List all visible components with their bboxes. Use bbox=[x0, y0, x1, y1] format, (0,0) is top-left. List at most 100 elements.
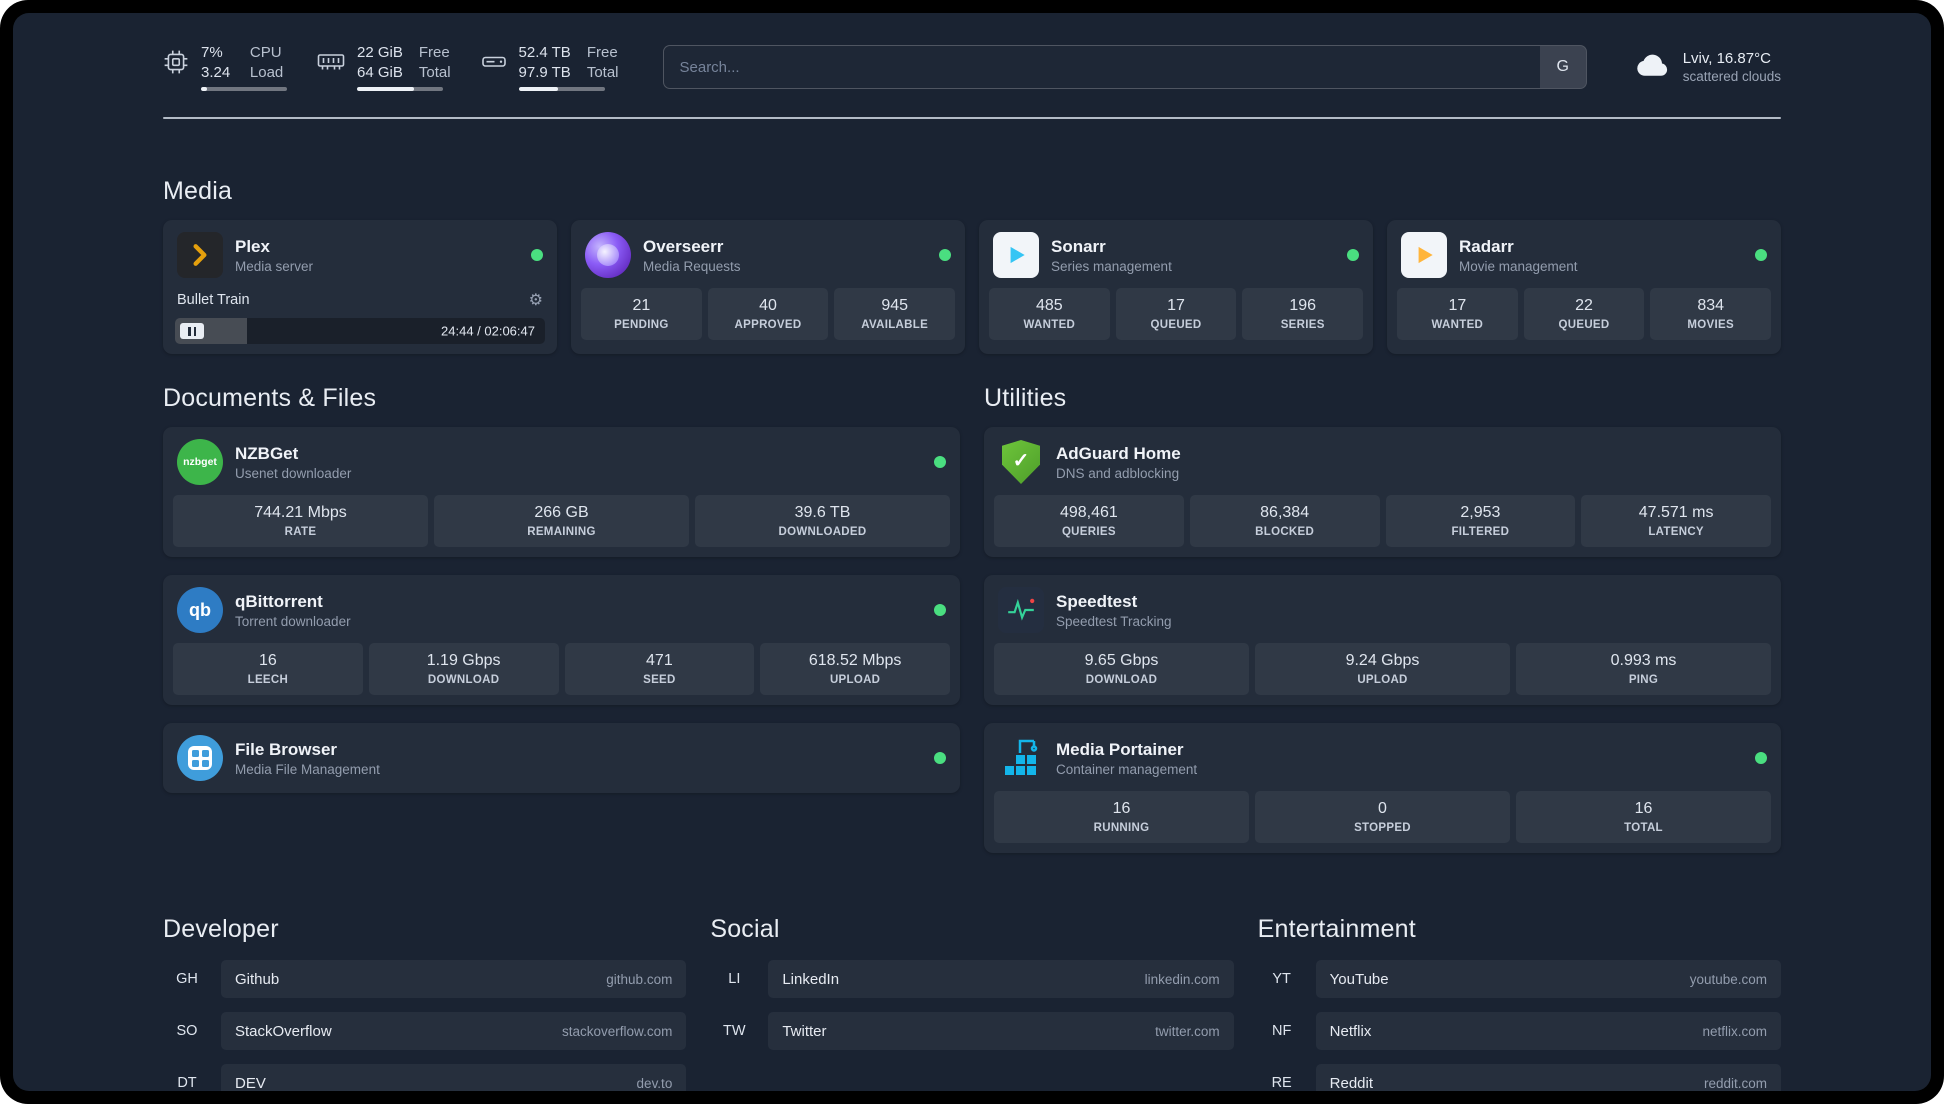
disk-free-label: Free bbox=[586, 44, 618, 61]
stat-wanted: 17 WANTED bbox=[1397, 288, 1518, 340]
bookmark-netflix[interactable]: NF Netflix netflix.com bbox=[1258, 1012, 1781, 1050]
memory-icon bbox=[317, 49, 345, 73]
service-card-nzbget[interactable]: nzbget NZBGet Usenet downloader 744.21 M… bbox=[163, 427, 960, 557]
memory-free-value: 22 GiB bbox=[357, 44, 403, 61]
pause-button[interactable] bbox=[180, 323, 204, 339]
stat-approved: 40 APPROVED bbox=[707, 288, 829, 340]
stat-leech: 16 LEECH bbox=[173, 643, 363, 695]
status-dot bbox=[1755, 249, 1767, 261]
playback-time: 24:44 / 02:06:47 bbox=[441, 323, 535, 339]
bookmark-abbr: LI bbox=[728, 971, 741, 987]
memory-total-value: 64 GiB bbox=[357, 63, 403, 81]
bookmark-name: Reddit bbox=[1329, 1074, 1374, 1092]
bookmark-url: reddit.com bbox=[1703, 1075, 1767, 1091]
service-card-filebrowser[interactable]: File Browser Media File Management bbox=[163, 723, 960, 793]
bookmark-name: Github bbox=[235, 970, 280, 988]
bookmark-linkedin[interactable]: LI LinkedIn linkedin.com bbox=[710, 960, 1234, 998]
service-card-qbittorrent[interactable]: qb qBittorrent Torrent downloader 16 LEE… bbox=[163, 575, 960, 705]
bookmark-dev[interactable]: DT DEV dev.to bbox=[163, 1064, 687, 1091]
section-title-social: Social bbox=[710, 915, 780, 943]
service-name: Media Portainer bbox=[1056, 739, 1184, 759]
bookmark-abbr: YT bbox=[1272, 971, 1291, 987]
plex-icon bbox=[177, 232, 223, 278]
stat-stopped: 0 STOPPED bbox=[1255, 791, 1510, 843]
bookmark-reddit[interactable]: RE Reddit reddit.com bbox=[1258, 1064, 1781, 1091]
bookmarks-entertainment: Entertainment YT YouTube youtube.com NF … bbox=[1258, 915, 1781, 1091]
stat-pending: 21 PENDING bbox=[581, 288, 702, 340]
stat-wanted: 485 WANTED bbox=[989, 288, 1110, 340]
status-dot bbox=[531, 249, 543, 261]
service-name: File Browser bbox=[235, 739, 338, 759]
gear-icon[interactable]: ⚙ bbox=[528, 292, 543, 309]
search-provider-button[interactable]: G bbox=[1539, 46, 1586, 88]
bookmark-twitter[interactable]: TW Twitter twitter.com bbox=[710, 1012, 1234, 1050]
bookmark-name: Twitter bbox=[782, 1022, 827, 1040]
bookmark-url: netflix.com bbox=[1702, 1023, 1767, 1039]
status-dot bbox=[934, 604, 946, 616]
bookmark-abbr: GH bbox=[176, 971, 198, 987]
bookmark-name: YouTube bbox=[1329, 970, 1389, 988]
bookmark-url: youtube.com bbox=[1689, 971, 1767, 987]
stat-download: 9.65 Gbps DOWNLOAD bbox=[994, 643, 1249, 695]
disk-progress-bar bbox=[518, 87, 605, 91]
bookmark-name: StackOverflow bbox=[235, 1022, 332, 1040]
section-title-utilities: Utilities bbox=[984, 384, 1067, 412]
weather-widget: Lviv, 16.87°C scattered clouds bbox=[1631, 50, 1781, 84]
bookmark-abbr: TW bbox=[723, 1023, 746, 1039]
search-input[interactable] bbox=[663, 46, 1540, 88]
cpu-load-label: Load bbox=[249, 63, 284, 81]
service-name: AdGuard Home bbox=[1056, 443, 1181, 463]
status-dot bbox=[1755, 752, 1767, 764]
bookmark-name: LinkedIn bbox=[782, 970, 840, 988]
memory-total-label: Total bbox=[418, 63, 451, 81]
stat-total: 16 TOTAL bbox=[1516, 791, 1771, 843]
bookmarks-developer: Developer GH Github github.com SO StackO… bbox=[163, 915, 687, 1091]
section-title-documents: Documents & Files bbox=[163, 384, 377, 412]
status-dot bbox=[939, 249, 951, 261]
cpu-usage-value: 7% bbox=[201, 44, 223, 61]
bookmark-stackoverflow[interactable]: SO StackOverflow stackoverflow.com bbox=[163, 1012, 687, 1050]
playback-progress-bar[interactable]: 24:44 / 02:06:47 bbox=[175, 318, 545, 344]
overseerr-icon bbox=[585, 232, 631, 278]
service-card-portainer[interactable]: Media Portainer Container management 16 … bbox=[984, 723, 1781, 853]
cpu-load-value: 3.24 bbox=[201, 63, 231, 81]
service-card-radarr[interactable]: Radarr Movie management 17 WANTED 2 bbox=[1387, 220, 1781, 354]
service-card-sonarr[interactable]: Sonarr Series management 485 WANTED bbox=[979, 220, 1373, 354]
service-card-adguard[interactable]: AdGuard Home DNS and adblocking 498,461 … bbox=[984, 427, 1781, 557]
sonarr-icon bbox=[993, 232, 1039, 278]
portainer-icon bbox=[998, 735, 1044, 781]
service-name: qBittorrent bbox=[235, 591, 323, 611]
service-subtitle: Media Requests bbox=[643, 258, 741, 274]
bookmark-youtube[interactable]: YT YouTube youtube.com bbox=[1258, 960, 1781, 998]
service-card-plex[interactable]: Plex Media server Bullet Train ⚙ bbox=[163, 220, 557, 354]
bookmark-url: linkedin.com bbox=[1144, 971, 1220, 987]
cloud-icon bbox=[1631, 51, 1671, 84]
stat-ping: 0.993 ms PING bbox=[1516, 643, 1771, 695]
disk-total-label: Total bbox=[586, 63, 619, 81]
service-subtitle: Container management bbox=[1056, 761, 1198, 777]
bookmarks-social: Social LI LinkedIn linkedin.com TW Twitt… bbox=[710, 915, 1234, 1091]
service-name: Sonarr bbox=[1051, 236, 1106, 256]
qbittorrent-icon: qb bbox=[177, 587, 223, 633]
disk-widget: 52.4 TB Free 97.9 TB Total bbox=[481, 43, 619, 91]
stat-upload: 618.52 Mbps UPLOAD bbox=[760, 643, 950, 695]
filebrowser-icon bbox=[177, 735, 223, 781]
bookmark-name: Netflix bbox=[1329, 1022, 1372, 1040]
memory-free-label: Free bbox=[418, 44, 450, 61]
service-card-overseerr[interactable]: Overseerr Media Requests 21 PENDING bbox=[571, 220, 965, 354]
disk-icon bbox=[481, 49, 507, 73]
section-title-developer: Developer bbox=[163, 915, 279, 943]
status-dot bbox=[934, 752, 946, 764]
now-playing-title: Bullet Train bbox=[177, 292, 250, 308]
service-subtitle: Movie management bbox=[1459, 258, 1578, 274]
header-divider bbox=[163, 117, 1781, 119]
stat-queued: 22 QUEUED bbox=[1523, 288, 1645, 340]
stat-running: 16 RUNNING bbox=[994, 791, 1249, 843]
bookmark-url: stackoverflow.com bbox=[562, 1023, 673, 1039]
bookmark-github[interactable]: GH Github github.com bbox=[163, 960, 687, 998]
service-card-speedtest[interactable]: Speedtest Speedtest Tracking 9.65 Gbps D… bbox=[984, 575, 1781, 705]
service-subtitle: Usenet downloader bbox=[235, 465, 352, 481]
section-title-entertainment: Entertainment bbox=[1257, 915, 1416, 943]
adguard-icon bbox=[998, 439, 1044, 485]
memory-progress-bar bbox=[357, 87, 443, 91]
